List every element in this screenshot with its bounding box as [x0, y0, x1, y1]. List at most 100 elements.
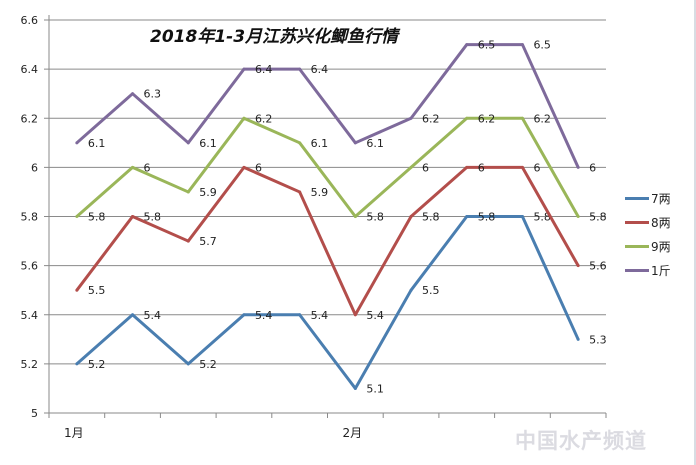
y-tick-label: 5.2: [21, 358, 39, 371]
data-point: [576, 165, 580, 169]
data-label: 6.1: [88, 137, 106, 150]
data-point: [186, 141, 190, 145]
legend-swatch: [625, 268, 649, 272]
data-point: [186, 190, 190, 194]
data-point: [131, 215, 135, 218]
chart-title: 2018年1-3月江苏兴化鲫鱼行情: [150, 27, 399, 47]
data-label: 5.2: [199, 358, 217, 371]
y-tick-label: 6.2: [21, 112, 39, 125]
data-point: [409, 165, 413, 169]
data-point: [576, 264, 580, 268]
x-tick-label: 1月: [64, 426, 84, 440]
data-point: [298, 67, 302, 71]
y-tick-label: 6.4: [21, 63, 39, 76]
legend-item: 9两: [625, 234, 671, 258]
data-point: [353, 313, 357, 317]
x-tick-label: 2月: [343, 426, 363, 440]
data-point: [520, 215, 524, 218]
data-label: 5.8: [589, 211, 607, 224]
data-label: 5.4: [255, 309, 273, 322]
data-label: 5.9: [311, 186, 329, 199]
legend-item: 7两: [625, 186, 671, 210]
legend-item: 1斤: [625, 258, 671, 282]
y-tick-label: 6: [31, 161, 38, 174]
data-label: 5.8: [478, 211, 496, 224]
legend-swatch: [625, 244, 649, 248]
data-point: [186, 239, 190, 243]
data-point: [242, 116, 246, 120]
data-label: 5.2: [88, 358, 106, 371]
data-label: 6.1: [366, 137, 384, 150]
series-line-7两: [75, 215, 580, 390]
data-point: [298, 190, 302, 194]
data-label: 5.9: [199, 186, 217, 199]
data-point: [75, 141, 79, 145]
data-point: [131, 92, 135, 96]
data-label: 5.4: [144, 309, 162, 322]
data-label: 6.1: [199, 137, 217, 150]
data-label: 6: [255, 161, 262, 174]
data-point: [520, 43, 524, 47]
data-label: 5.3: [589, 333, 607, 346]
data-point: [298, 141, 302, 145]
data-label: 5.5: [88, 284, 106, 297]
data-label: 5.4: [311, 309, 329, 322]
data-label: 5.8: [533, 211, 551, 224]
legend-swatch: [625, 220, 649, 224]
data-point: [520, 116, 524, 120]
data-point: [75, 362, 79, 366]
y-tick-label: 5.6: [21, 260, 39, 273]
series-line-9两: [75, 116, 580, 218]
data-point: [131, 165, 135, 169]
legend-label: 7两: [651, 191, 671, 206]
data-label: 6.3: [144, 88, 162, 101]
data-label: 5.5: [422, 284, 440, 297]
data-label: 6.5: [533, 39, 551, 52]
data-point: [465, 43, 469, 47]
data-point: [520, 165, 524, 169]
series-line-8两: [75, 165, 580, 317]
legend-label: 1斤: [651, 263, 671, 278]
data-label: 5.8: [144, 211, 162, 224]
data-point: [353, 215, 357, 218]
data-point: [576, 215, 580, 218]
data-point: [242, 165, 246, 169]
data-point: [353, 386, 357, 390]
data-point: [353, 141, 357, 145]
data-point: [465, 215, 469, 218]
data-label: 5.8: [366, 211, 384, 224]
watermark-logo: 中国水产频道: [515, 429, 647, 453]
data-label: 6.2: [255, 112, 273, 125]
data-label: 6.4: [311, 63, 329, 76]
y-tick-label: 5.4: [21, 309, 39, 322]
data-label: 6.2: [533, 112, 551, 125]
y-tick-label: 5.8: [21, 211, 39, 224]
data-label: 5.7: [199, 235, 217, 248]
y-tick-label: 5: [31, 407, 38, 420]
legend-label: 8两: [651, 215, 671, 230]
legend: 7两 8两 9两 1斤: [625, 186, 671, 282]
data-label: 6.4: [255, 63, 273, 76]
data-label: 6: [144, 161, 151, 174]
data-label: 6: [589, 161, 596, 174]
data-point: [75, 288, 79, 292]
data-point: [409, 215, 413, 218]
legend-label: 9两: [651, 239, 671, 254]
data-point: [186, 362, 190, 366]
data-point: [75, 215, 79, 218]
data-point: [131, 313, 135, 317]
data-label: 5.1: [366, 382, 384, 395]
data-label: 5.6: [589, 260, 607, 273]
data-label: 5.8: [88, 211, 106, 224]
data-label: 6.2: [422, 112, 440, 125]
data-label: 6.5: [478, 39, 496, 52]
data-point: [242, 313, 246, 317]
data-label: 6: [422, 161, 429, 174]
data-point: [242, 67, 246, 71]
legend-item: 8两: [625, 210, 671, 234]
series-line-1斤: [75, 43, 580, 168]
data-point: [465, 116, 469, 120]
data-point: [409, 116, 413, 120]
data-point: [409, 288, 413, 292]
